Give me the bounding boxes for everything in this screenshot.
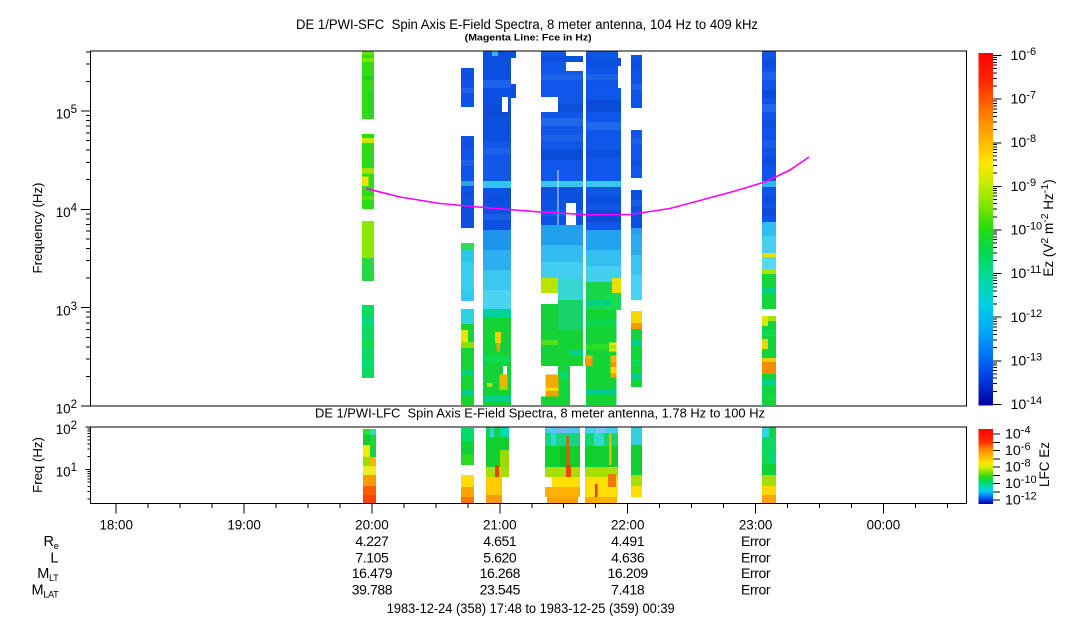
svg-text:5.620: 5.620: [483, 549, 517, 565]
svg-text:20:00: 20:00: [355, 517, 389, 532]
svg-text:(Magenta Line: Fce in Hz): (Magenta Line: Fce in Hz): [465, 32, 592, 43]
svg-text:7.105: 7.105: [355, 549, 389, 565]
svg-text:4.651: 4.651: [483, 533, 517, 549]
svg-text:DE 1/PWI-LFC Spin Axis E-Fiel: DE 1/PWI-LFC Spin Axis E-Field Spectra, …: [315, 406, 765, 421]
svg-text:4.636: 4.636: [611, 549, 645, 565]
svg-text:4.227: 4.227: [355, 533, 389, 549]
svg-text:16.479: 16.479: [352, 565, 393, 581]
svg-text:1983-12-24 (358) 17:48 to 1983: 1983-12-24 (358) 17:48 to 1983-12-25 (35…: [387, 601, 675, 617]
svg-text:00:00: 00:00: [867, 517, 901, 532]
svg-text:Error: Error: [741, 581, 771, 597]
svg-text:19:00: 19:00: [227, 517, 261, 532]
svg-text:21:00: 21:00: [483, 517, 517, 532]
svg-text:39.788: 39.788: [352, 581, 393, 597]
svg-text:18:00: 18:00: [99, 517, 133, 532]
svg-text:Ez (V2 m-2 Hz-1): Ez (V2 m-2 Hz-1): [1039, 179, 1056, 276]
svg-text:4.491: 4.491: [611, 533, 645, 549]
svg-text:16.209: 16.209: [607, 565, 648, 581]
svg-text:Error: Error: [741, 549, 771, 565]
svg-text:23.545: 23.545: [480, 581, 521, 597]
svg-text:7.418: 7.418: [611, 581, 645, 597]
svg-text:Error: Error: [741, 565, 771, 581]
svg-text:16.268: 16.268: [480, 565, 521, 581]
svg-text:DE 1/PWI-SFC Spin Axis E-Fiel: DE 1/PWI-SFC Spin Axis E-Field Spectra, …: [296, 17, 758, 32]
svg-text:Freq (Hz): Freq (Hz): [30, 437, 45, 493]
svg-text:Frequency (Hz): Frequency (Hz): [30, 183, 45, 274]
svg-text:Error: Error: [741, 533, 771, 549]
svg-text:23:00: 23:00: [739, 517, 773, 532]
svg-text:22:00: 22:00: [611, 517, 645, 532]
svg-text:L: L: [50, 550, 58, 566]
svg-text:LFC Ez: LFC Ez: [1037, 442, 1052, 487]
